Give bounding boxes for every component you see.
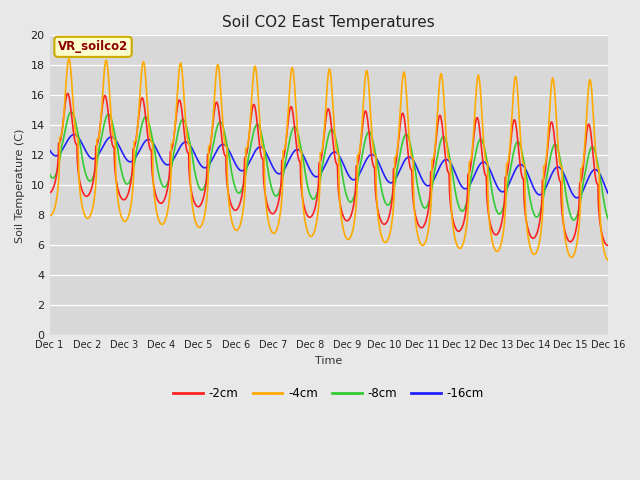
X-axis label: Time: Time <box>315 356 342 366</box>
Text: VR_soilco2: VR_soilco2 <box>58 40 128 53</box>
Title: Soil CO2 East Temperatures: Soil CO2 East Temperatures <box>222 15 435 30</box>
Legend: -2cm, -4cm, -8cm, -16cm: -2cm, -4cm, -8cm, -16cm <box>169 382 489 404</box>
Y-axis label: Soil Temperature (C): Soil Temperature (C) <box>15 128 25 242</box>
